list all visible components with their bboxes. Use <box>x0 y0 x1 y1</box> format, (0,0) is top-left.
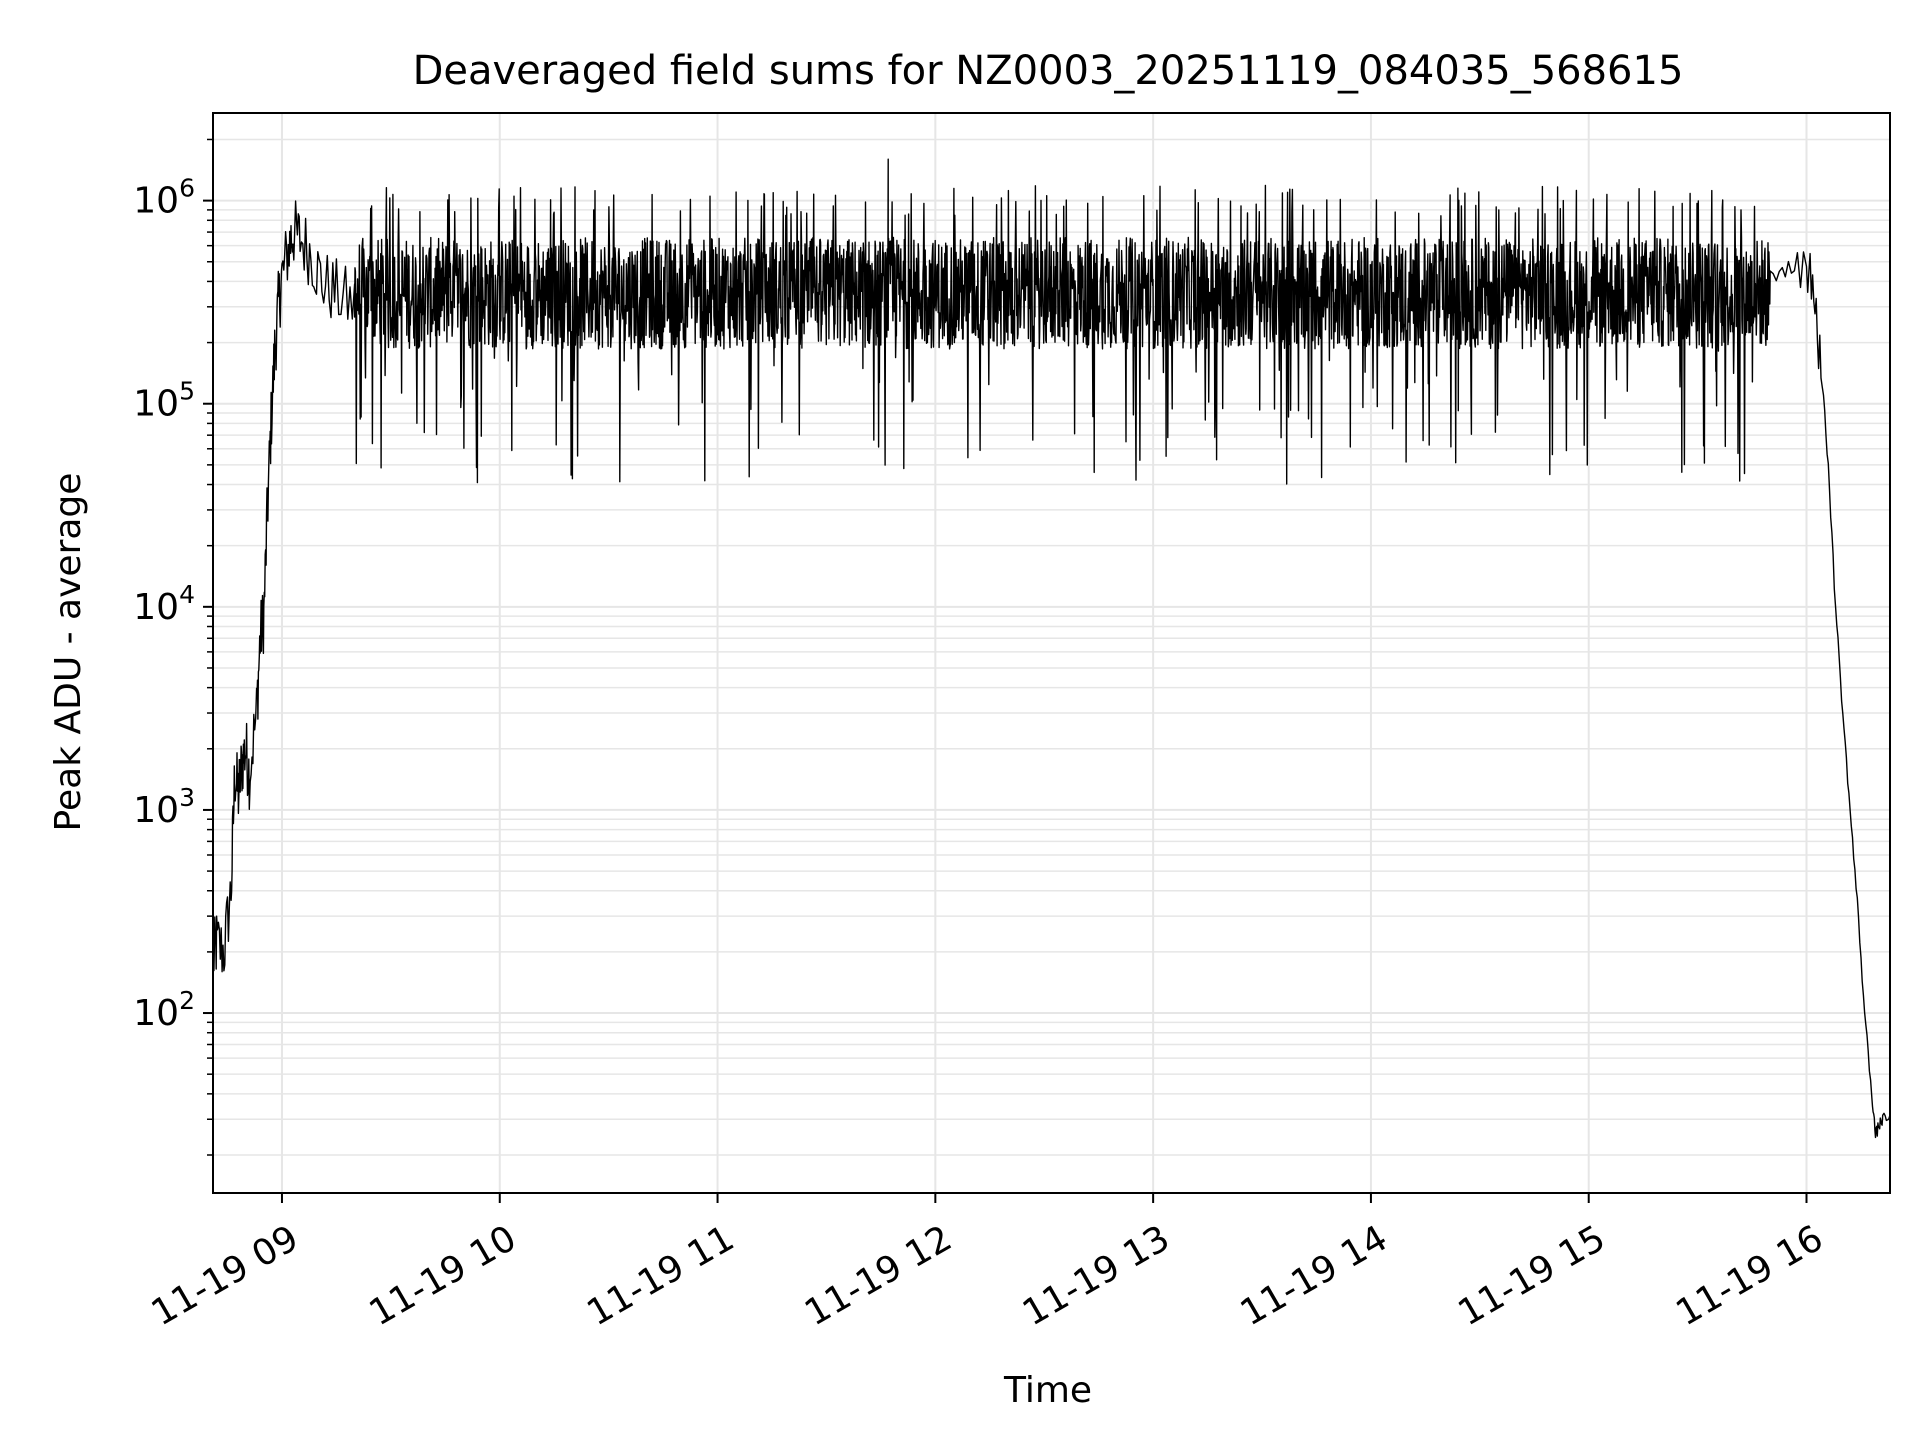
y-tick-label: 102 <box>133 986 195 1034</box>
y-tick-label: 103 <box>133 783 195 831</box>
series-line <box>212 158 1891 1139</box>
y-tick-label: 104 <box>133 580 195 628</box>
y-tick-label: 105 <box>133 377 195 425</box>
data-series <box>212 158 1891 1139</box>
plot-frame <box>212 112 1891 1194</box>
chart-title: Deaveraged field sums for NZ0003_2025111… <box>413 48 1684 94</box>
x-axis-label: Time <box>1003 1370 1092 1411</box>
y-axis-ticks: 102 103 104 105 106 <box>133 138 213 1156</box>
y-axis-label: Peak ADU - average <box>48 473 89 832</box>
y-tick-label: 106 <box>133 174 195 222</box>
